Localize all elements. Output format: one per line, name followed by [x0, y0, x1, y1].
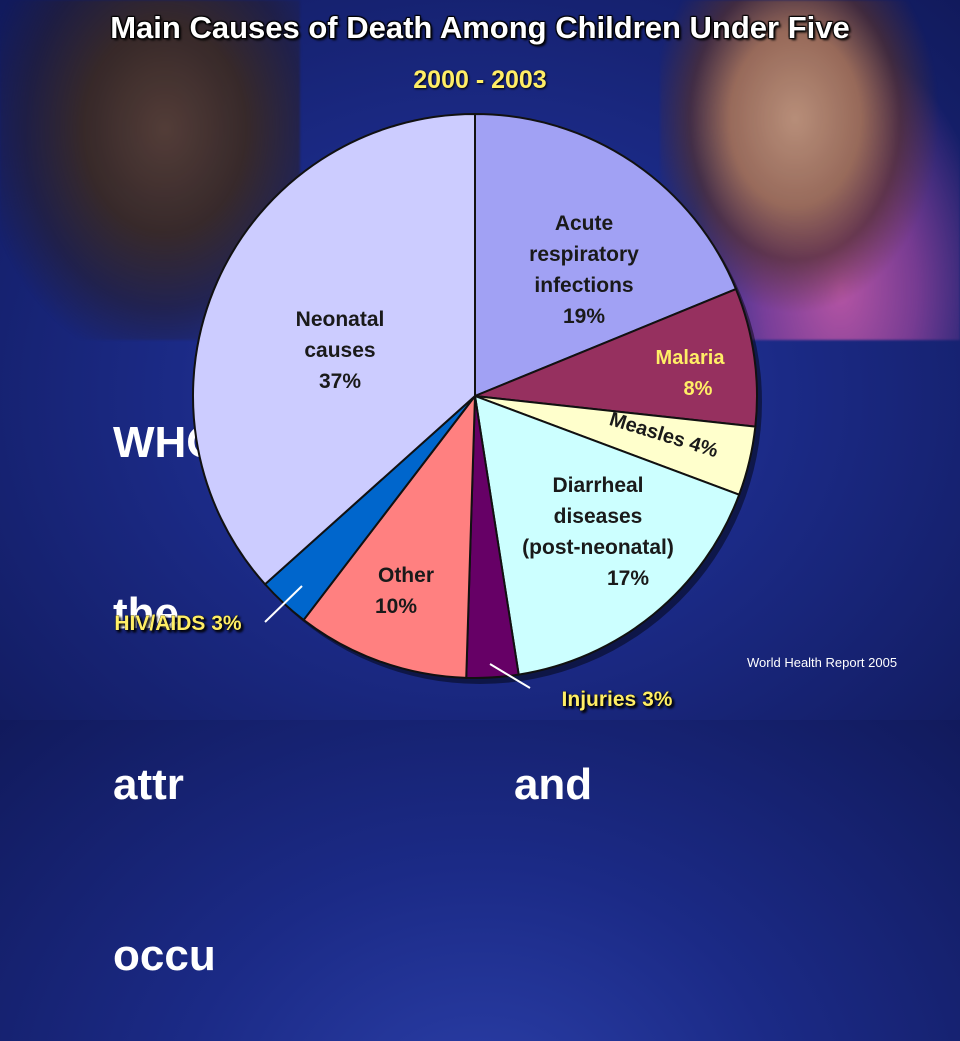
slice-label-line: Neonatal — [296, 308, 385, 331]
pie-slice — [302, 392, 477, 679]
slice-label: Other 10% — [375, 564, 434, 618]
slice-label-line: Injuries 3% — [562, 688, 673, 711]
background-text-line: attr and — [113, 760, 593, 809]
slice-label-line: 17% — [607, 567, 649, 590]
slice-label-line: respiratory — [529, 243, 639, 266]
slice-label: Injuries 3% — [562, 688, 673, 711]
slice-label: HIV/AIDS 3% — [114, 612, 242, 635]
slice-label-line: 37% — [319, 370, 361, 393]
slice-label: Malaria 8% — [656, 347, 726, 400]
slice-label-line: 10% — [375, 595, 417, 618]
background-text-line: occu — [113, 931, 216, 980]
chart-subtitle: 2000 - 2003 — [413, 66, 547, 94]
slice-label-line: (post-neonatal) — [522, 536, 674, 559]
pie-slice — [474, 112, 738, 398]
slice-label-line: Other — [378, 564, 434, 587]
slice-label-line: causes — [304, 339, 375, 362]
pie-chart: Acute respiratory infections 19%Malaria 8%Me… — [114, 112, 762, 711]
slice-label-line: HIV/AIDS 3% — [114, 612, 242, 635]
slice-label: Acute respiratory infections 19% — [529, 212, 639, 328]
pie-slice — [474, 287, 758, 428]
slice-label-line: Acute — [555, 212, 613, 235]
slice-label-line: diseases — [554, 505, 643, 528]
slice-label-line: 19% — [563, 305, 605, 328]
slice-label: Diarrheal diseases (post-neonatal) 17% — [522, 474, 674, 590]
callout-line — [489, 663, 531, 689]
pie-slice — [473, 394, 741, 676]
slice-label-line: infections — [534, 274, 633, 297]
slice-label-line: 8% — [684, 378, 713, 400]
chart-title: Main Causes of Death Among Children Unde… — [110, 10, 850, 45]
slice-label: Neonatal causes 37% — [296, 308, 385, 393]
slice-label-line: Diarrheal — [552, 474, 643, 497]
source-credit: World Health Report 2005 — [747, 655, 898, 670]
slice-label-line: Malaria — [656, 347, 726, 369]
callout-line — [264, 585, 303, 623]
pie-slice — [192, 112, 476, 586]
